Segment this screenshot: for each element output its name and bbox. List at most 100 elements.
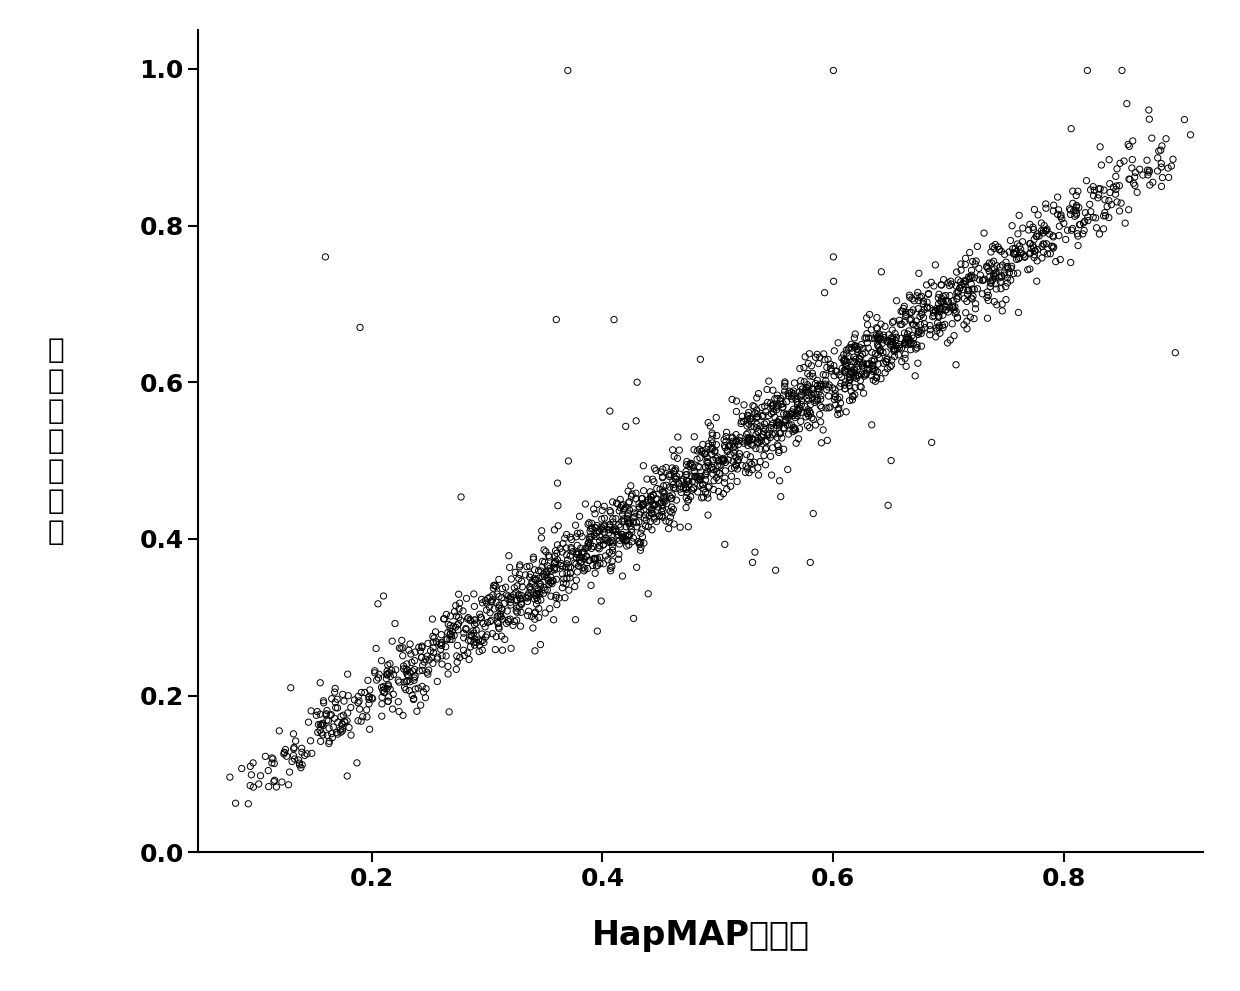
Point: [947, 309, 967, 325]
Point: [999, 244, 1019, 260]
Point: [774, 406, 794, 422]
Point: [756, 414, 776, 430]
Point: [1118, 171, 1138, 187]
Point: [466, 622, 486, 638]
Point: [662, 499, 682, 515]
Point: [320, 733, 340, 749]
Point: [625, 505, 645, 521]
Point: [796, 382, 816, 397]
Point: [449, 601, 469, 616]
Point: [321, 707, 341, 722]
Point: [792, 392, 812, 408]
Point: [609, 503, 629, 519]
Point: [789, 431, 808, 447]
Point: [641, 489, 661, 504]
Point: [603, 533, 622, 549]
Point: [1133, 167, 1153, 183]
Point: [797, 418, 817, 434]
Point: [676, 499, 696, 515]
Point: [868, 338, 888, 354]
Point: [878, 497, 898, 513]
Point: [985, 293, 1004, 309]
Point: [528, 563, 548, 579]
Point: [740, 411, 760, 427]
Point: [637, 471, 657, 487]
Point: [867, 320, 887, 336]
Point: [547, 597, 567, 612]
Point: [419, 652, 439, 668]
Point: [644, 488, 663, 503]
Point: [464, 623, 484, 639]
Point: [815, 284, 835, 300]
Point: [392, 632, 412, 648]
Point: [1110, 203, 1130, 219]
Point: [621, 489, 641, 504]
Point: [645, 509, 665, 525]
Point: [614, 531, 634, 547]
Point: [843, 370, 863, 385]
Point: [652, 508, 672, 524]
Point: [991, 280, 1011, 296]
Point: [526, 573, 546, 589]
Point: [684, 442, 704, 458]
Point: [903, 335, 923, 351]
Point: [507, 578, 527, 594]
Point: [1090, 139, 1110, 155]
Point: [448, 616, 467, 632]
Point: [600, 534, 620, 550]
Point: [1037, 236, 1056, 252]
Point: [915, 320, 935, 336]
Point: [746, 416, 766, 432]
Point: [383, 667, 403, 683]
Point: [396, 661, 415, 677]
Point: [518, 607, 538, 623]
Point: [1003, 245, 1023, 261]
Point: [377, 663, 397, 679]
Point: [1106, 168, 1126, 184]
Point: [1080, 182, 1100, 198]
Point: [883, 314, 903, 330]
Point: [532, 559, 552, 575]
Point: [844, 380, 864, 395]
Point: [755, 421, 775, 437]
Point: [511, 618, 531, 634]
Point: [666, 461, 686, 477]
Point: [591, 511, 611, 527]
Point: [1032, 250, 1052, 266]
Point: [647, 491, 667, 506]
Point: [1055, 232, 1075, 248]
Point: [826, 382, 846, 397]
Point: [567, 529, 587, 545]
Point: [723, 435, 743, 451]
Point: [714, 475, 734, 491]
Point: [640, 507, 660, 523]
Point: [909, 266, 929, 281]
Point: [501, 640, 521, 656]
Point: [634, 502, 653, 518]
Point: [533, 586, 553, 602]
Point: [743, 437, 763, 453]
Point: [678, 474, 698, 490]
Point: [1024, 240, 1044, 256]
Point: [708, 473, 728, 489]
Point: [836, 364, 856, 380]
Point: [665, 516, 684, 532]
Point: [1126, 165, 1146, 180]
Point: [322, 729, 342, 745]
Point: [875, 365, 895, 381]
Point: [1001, 233, 1021, 249]
Point: [900, 304, 920, 320]
Point: [688, 459, 708, 475]
Point: [527, 586, 547, 602]
Point: [464, 625, 484, 641]
Point: [542, 576, 562, 592]
Point: [465, 612, 485, 628]
Point: [301, 745, 321, 761]
Point: [897, 332, 916, 348]
Point: [459, 651, 479, 667]
Point: [677, 473, 697, 489]
Point: [991, 259, 1011, 275]
Point: [544, 560, 564, 576]
Point: [738, 411, 758, 427]
Point: [1158, 169, 1178, 185]
